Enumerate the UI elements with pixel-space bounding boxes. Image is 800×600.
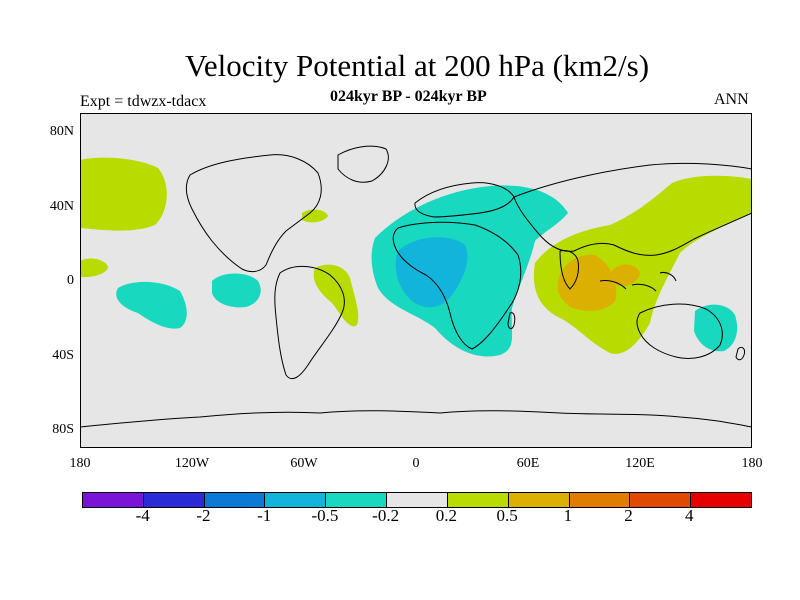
colorbar-label: -0.2 — [372, 506, 400, 525]
plot-subtitle: 024kyr BP - 024kyr BP — [330, 88, 487, 105]
region-north-pacific — [80, 157, 167, 231]
colorbar-cell — [691, 493, 751, 507]
region-central-pacific — [116, 281, 187, 329]
colorbar-label: 1 — [563, 506, 573, 525]
region-north-atlantic — [302, 209, 328, 223]
colorbar-label: -1 — [257, 506, 272, 525]
colorbar-cell — [508, 493, 570, 507]
lon-label-180w: 180 — [69, 456, 91, 471]
colorbar-cell — [143, 493, 205, 507]
colorbar-cell — [83, 493, 144, 507]
lat-label-0: 0 — [67, 273, 74, 288]
lon-label-120w: 120W — [174, 456, 210, 471]
experiment-label: Expt = tdwzx-tdacx — [80, 93, 207, 110]
colorbar-cell — [569, 493, 631, 507]
colorbar-label: -0.5 — [311, 506, 339, 525]
lon-label-120e: 120E — [625, 456, 655, 471]
lat-label-40n: 40N — [49, 199, 74, 214]
region-africa-europe — [371, 185, 568, 357]
region-coral-sea — [694, 304, 738, 352]
region-africa-core — [395, 237, 468, 308]
colorbar-label: 2 — [624, 506, 633, 525]
lon-label-60e: 60E — [516, 456, 540, 471]
map-border — [80, 113, 752, 448]
colorbar-label: 4 — [685, 506, 694, 525]
colorbar-cell — [265, 493, 327, 507]
colorbar-label: -4 — [135, 506, 150, 525]
lat-label-80n: 80N — [49, 124, 74, 139]
colorbar-cell — [387, 493, 448, 507]
coastlines — [80, 145, 752, 428]
colorbar-label: 0.5 — [496, 506, 518, 525]
lon-label-180e: 180 — [741, 456, 763, 471]
lat-label-80s: 80S — [52, 422, 74, 437]
map-panel — [80, 113, 752, 448]
velocity-potential-map — [80, 113, 752, 448]
season-label: ANN — [714, 91, 749, 108]
lon-label-60w: 60W — [290, 456, 318, 471]
colorbar-cell — [447, 493, 509, 507]
lon-label-0: 0 — [412, 456, 420, 471]
region-east-pacific — [212, 273, 261, 308]
colorbar-cell — [326, 493, 388, 507]
shaded-regions — [80, 157, 752, 357]
region-indian-ocean-core — [557, 254, 617, 311]
region-maritime-core — [610, 264, 640, 287]
region-south-atlantic — [313, 264, 359, 327]
colorbar-label: -2 — [196, 506, 211, 525]
colorbar — [82, 492, 752, 508]
region-dateline-west — [80, 258, 108, 278]
colorbar-label: 0.2 — [435, 506, 457, 525]
colorbar-cell — [630, 493, 692, 507]
plot-title: Velocity Potential at 200 hPa (km2/s) — [184, 48, 650, 83]
colorbar-cell — [204, 493, 266, 507]
lat-label-40s: 40S — [52, 348, 74, 363]
